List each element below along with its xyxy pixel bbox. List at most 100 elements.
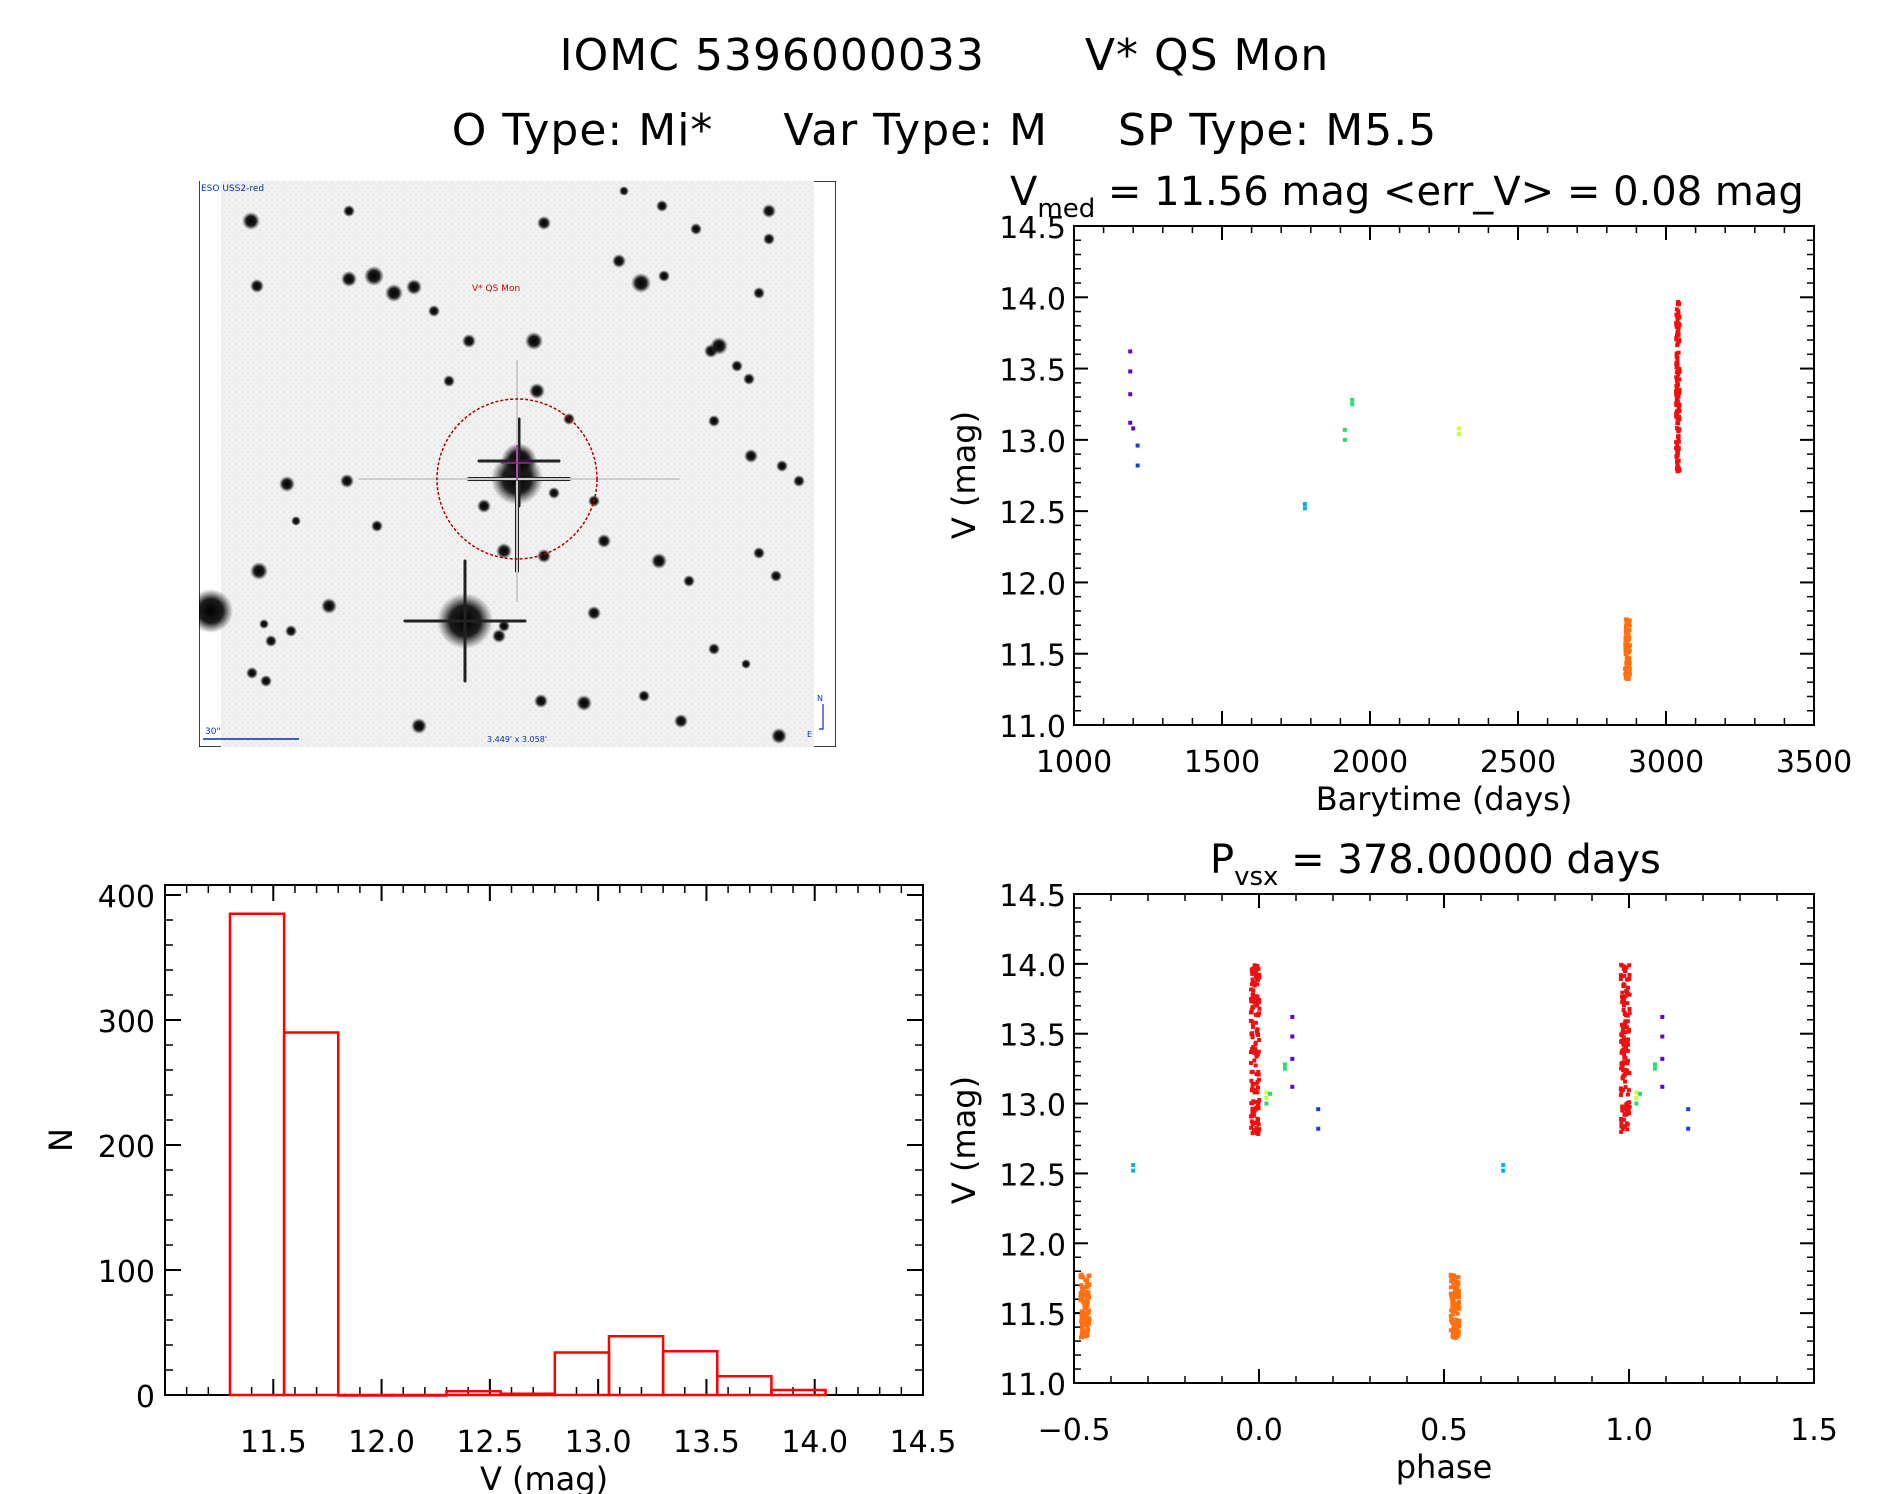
data-point — [1083, 1310, 1088, 1315]
field-star — [744, 449, 758, 463]
data-point — [1676, 421, 1681, 426]
data-point — [1448, 1272, 1453, 1277]
data-point — [1249, 1119, 1254, 1124]
data-point — [1625, 675, 1630, 680]
variable-type: Var Type: M — [783, 105, 1048, 156]
data-point — [1456, 426, 1461, 431]
field-star — [343, 205, 355, 217]
field-star — [710, 337, 728, 355]
data-point — [1623, 672, 1628, 677]
field-star — [658, 270, 670, 282]
data-point — [1625, 1041, 1630, 1046]
field-star — [250, 279, 264, 293]
field-star — [683, 575, 695, 587]
data-point — [1501, 1163, 1506, 1168]
data-point — [1250, 977, 1255, 982]
data-point — [1456, 1321, 1461, 1326]
data-point — [1290, 1014, 1295, 1019]
data-point — [1255, 963, 1260, 968]
data-point — [1619, 1050, 1624, 1055]
data-point — [1456, 1281, 1461, 1286]
data-point — [1624, 1025, 1629, 1030]
data-point — [1625, 1127, 1630, 1132]
data-point — [1625, 1019, 1630, 1024]
data-point — [1256, 967, 1261, 972]
north-label: N — [817, 694, 823, 703]
data-point — [1290, 1034, 1295, 1039]
data-point — [1626, 1029, 1631, 1034]
data-point — [1448, 1328, 1453, 1333]
histogram-bar — [607, 1335, 665, 1397]
data-point — [1676, 466, 1681, 471]
data-point — [1676, 369, 1681, 374]
data-point — [1256, 1128, 1261, 1133]
field-star — [477, 499, 491, 513]
field-star — [741, 659, 751, 669]
phased-axes — [1073, 893, 1815, 1384]
field-star — [731, 360, 743, 372]
data-point — [1256, 1077, 1261, 1082]
data-point — [1620, 1104, 1625, 1109]
field-star — [443, 375, 455, 387]
lightcurve-xtick-label: 2000 — [1332, 745, 1408, 780]
fov-label: 3.449' x 3.058' — [487, 735, 547, 744]
data-point — [1621, 1068, 1626, 1073]
data-point — [1677, 389, 1682, 394]
field-star — [631, 273, 651, 293]
data-point — [1450, 1303, 1455, 1308]
data-point — [1264, 1095, 1269, 1100]
phased-xlabel: phase — [1396, 1448, 1493, 1486]
data-point — [1623, 1079, 1628, 1084]
data-point — [1623, 638, 1628, 643]
data-point — [1264, 1090, 1269, 1095]
data-point — [1257, 999, 1262, 1004]
figure-subtitle: O Type: Mi* Var Type: M SP Type: M5.5 — [0, 105, 1889, 156]
data-point — [1128, 420, 1133, 425]
data-point — [1128, 392, 1133, 397]
data-point — [1255, 1050, 1260, 1055]
data-point — [1622, 1060, 1627, 1065]
histogram-xtick-label: 11.5 — [240, 1425, 307, 1460]
data-point — [1083, 1292, 1088, 1297]
data-point — [1085, 1327, 1090, 1332]
data-point — [1674, 307, 1679, 312]
field-star — [285, 625, 297, 637]
compass — [819, 704, 824, 730]
data-point — [1676, 439, 1681, 444]
field-star — [462, 334, 476, 348]
data-point — [1078, 1293, 1083, 1298]
lightcurve-xlabel: Barytime (days) — [1316, 780, 1573, 818]
data-point — [1456, 1332, 1461, 1337]
data-point — [1621, 1037, 1626, 1042]
data-point — [1627, 660, 1632, 665]
data-point — [1250, 1101, 1255, 1106]
data-point — [1627, 672, 1632, 677]
lightcurve-ytick-label: 11.5 — [999, 639, 1066, 674]
star-name: V* QS Mon — [1084, 30, 1330, 81]
data-point — [1623, 1047, 1628, 1052]
data-point — [1676, 333, 1681, 338]
data-point — [1652, 1066, 1657, 1071]
data-point — [1454, 1286, 1459, 1291]
data-point — [1621, 966, 1626, 971]
field-star — [770, 570, 782, 582]
data-point — [1251, 988, 1256, 993]
histogram-axes — [164, 884, 924, 1396]
data-point — [1619, 1129, 1624, 1134]
data-point — [1624, 660, 1629, 665]
survey-label: ESO USS2-red — [201, 184, 264, 194]
data-point — [1255, 1090, 1260, 1095]
data-point — [1652, 1062, 1657, 1067]
figure-title: IOMC 5396000033 V* QS Mon — [0, 30, 1889, 81]
data-point — [1085, 1303, 1090, 1308]
data-point — [1676, 392, 1681, 397]
phased-title-rest: = 378.00000 days — [1278, 837, 1660, 883]
data-point — [1676, 437, 1681, 442]
data-point — [1627, 669, 1632, 674]
field-star — [364, 266, 384, 286]
phased-title: Pvsx = 378.00000 days — [1210, 837, 1661, 892]
data-point — [1620, 1076, 1625, 1081]
data-point — [1255, 976, 1260, 981]
data-point — [1254, 1100, 1259, 1105]
data-point — [1622, 1073, 1627, 1078]
